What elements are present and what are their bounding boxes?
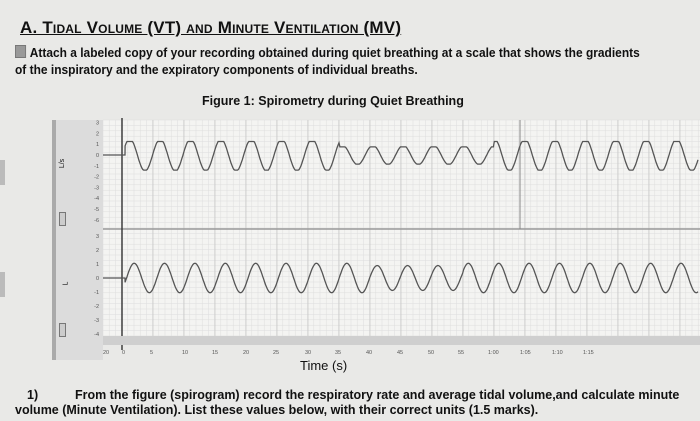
- lower-tick-label: -2: [94, 304, 99, 310]
- figure-title: Figure 1: Spirometry during Quiet Breath…: [202, 94, 464, 108]
- lower-tick-label: -4: [94, 332, 99, 338]
- scroll-handle-2[interactable]: [0, 272, 5, 297]
- time-scrollbar: [103, 336, 700, 345]
- upper-tick-label: -4: [94, 196, 99, 202]
- x-tick-label: 45: [397, 350, 403, 356]
- upper-tick-label: 3: [96, 121, 99, 127]
- x-tick-label: 15: [212, 350, 218, 356]
- upper-tick-label: 2: [96, 131, 99, 137]
- x-tick-label: 40: [366, 350, 372, 356]
- instruction-text: Attach a labeled copy of your recording …: [15, 44, 641, 78]
- x-axis-label: Time (s): [300, 358, 348, 373]
- volume-trace: [103, 262, 699, 294]
- x-tick-label: 20: [243, 350, 249, 356]
- upper-tick-label: 1: [96, 142, 99, 148]
- flow-trace: [103, 140, 699, 171]
- lower-scale-button[interactable]: [59, 323, 66, 337]
- upper-tick-label: -1: [94, 164, 99, 170]
- lower-tick-label: 2: [96, 248, 99, 254]
- section-heading: A. Tidal Volume (VT) and Minute Ventilat…: [20, 18, 402, 37]
- x-tick-label: 5: [150, 350, 153, 356]
- x-tick-label: 1:00: [488, 350, 499, 356]
- upper-scale-button[interactable]: [59, 212, 66, 226]
- scroll-handle[interactable]: [0, 160, 5, 185]
- question-number: 1): [27, 388, 39, 402]
- channel-gutter: [52, 120, 103, 360]
- x-tick-label: 30: [305, 350, 311, 356]
- x-tick-label: 25: [273, 350, 279, 356]
- panel-border: [52, 120, 56, 360]
- lower-tick-label: -1: [94, 290, 99, 296]
- upper-tick-label: -5: [94, 207, 99, 213]
- x-tick-label: 1:05: [520, 350, 531, 356]
- question-text: From the figure (spirogram) record the r…: [15, 388, 680, 417]
- upper-tick-label: -3: [94, 185, 99, 191]
- lower-tick-label: 3: [96, 234, 99, 240]
- instruction-body: Attach a labeled copy of your recording …: [15, 45, 640, 77]
- upper-tick-label: 0: [96, 153, 99, 159]
- x-tick-label: 55: [458, 350, 464, 356]
- x-tick-label: 10: [182, 350, 188, 356]
- x-tick-label: 1:15: [583, 350, 594, 356]
- lower-tick-label: 1: [96, 262, 99, 268]
- x-tick-label: 0: [122, 350, 125, 356]
- document-icon: [15, 45, 27, 58]
- lower-tick-label: 0: [96, 276, 99, 282]
- x-tick-label: 35: [335, 350, 341, 356]
- lower-tick-label: -3: [94, 318, 99, 324]
- upper-tick-label: -6: [94, 218, 99, 224]
- x-tick-label: 50: [428, 350, 434, 356]
- question: 1) From the figure (spirogram) record the…: [15, 388, 695, 418]
- x-tick-label: 20: [103, 350, 109, 356]
- x-tick-label: 1:10: [552, 350, 563, 356]
- upper-tick-label: -2: [94, 175, 99, 181]
